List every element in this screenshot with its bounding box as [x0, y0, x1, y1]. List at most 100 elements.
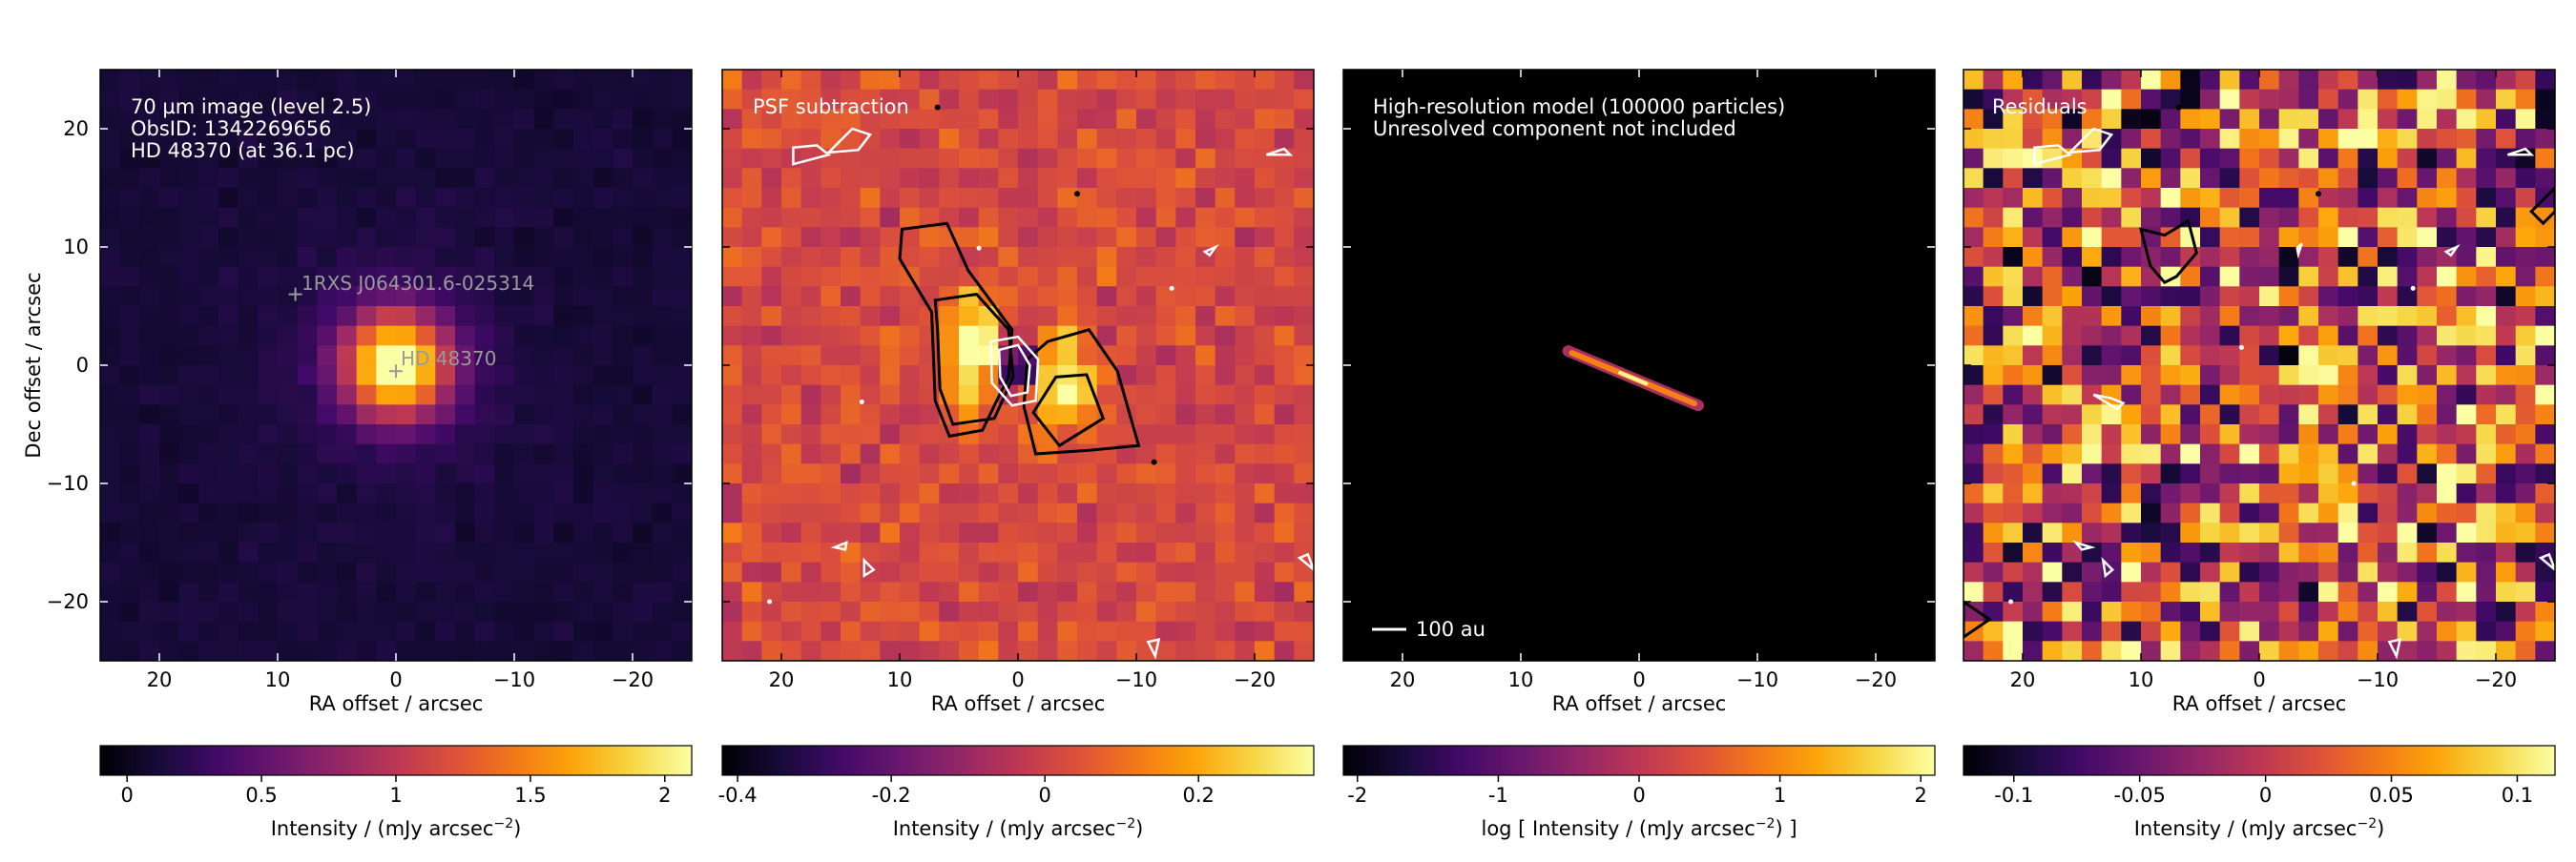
heatmap-cell: [2180, 365, 2201, 386]
heatmap-cell: [2160, 70, 2181, 91]
heatmap-cell: [672, 483, 692, 504]
heatmap-cell: [592, 621, 613, 642]
heatmap-cell: [900, 306, 921, 327]
heatmap-cell: [2180, 582, 2201, 603]
heatmap-cell: [841, 523, 862, 544]
heatmap-cell: [741, 463, 762, 484]
heatmap-cell: [2062, 641, 2083, 661]
heatmap-cell: [2535, 424, 2555, 445]
source-marker-hd48370: HD 48370: [401, 347, 496, 370]
heatmap-cell: [376, 188, 397, 209]
heatmap-cell: [2003, 404, 2024, 425]
heatmap-cell: [781, 306, 802, 327]
heatmap-cell: [741, 148, 762, 169]
heatmap-cell: [297, 463, 318, 484]
heatmap-cell: [1077, 188, 1098, 209]
heatmap-cell: [722, 148, 743, 169]
heatmap-cell: [2042, 325, 2063, 346]
heatmap-cell: [1155, 286, 1176, 307]
heatmap-cell: [2219, 227, 2240, 248]
heatmap-cell: [218, 621, 239, 642]
heatmap-cell: [652, 384, 673, 405]
heatmap-cell: [2160, 483, 2181, 504]
heatmap-cell: [2101, 188, 2122, 209]
heatmap-cell: [2496, 109, 2517, 130]
heatmap-cell: [2180, 286, 2201, 307]
heatmap-cell: [2180, 384, 2201, 405]
heatmap-cell: [800, 188, 821, 209]
heatmap-cell: [2042, 188, 2063, 209]
heatmap-cell: [1983, 345, 2004, 366]
heatmap-cell: [159, 641, 180, 661]
heatmap-cell: [258, 641, 279, 661]
heatmap-cell: [800, 325, 821, 346]
heatmap-cell: [1175, 188, 1196, 209]
heatmap-cell: [218, 227, 239, 248]
heatmap-cell: [722, 523, 743, 544]
heatmap-cell: [860, 582, 881, 603]
heatmap-cell: [633, 188, 654, 209]
heatmap-cell: [2298, 89, 2319, 110]
heatmap-cell: [2476, 188, 2497, 209]
heatmap-cell: [396, 188, 417, 209]
heatmap-cell: [258, 543, 279, 564]
heatmap-cell: [592, 227, 613, 248]
heatmap-cell: [139, 562, 160, 583]
heatmap-cell: [2259, 306, 2280, 327]
heatmap-cell: [741, 365, 762, 386]
heatmap-cell: [2318, 562, 2339, 583]
heatmap-cell: [2062, 70, 2083, 91]
heatmap-cell: [613, 129, 634, 150]
heatmap-cell: [672, 286, 692, 307]
heatmap-cell: [2101, 503, 2122, 523]
heatmap-cell: [1096, 227, 1117, 248]
heatmap-cell: [2101, 89, 2122, 110]
heatmap-cell: [2397, 384, 2418, 405]
heatmap-cell: [781, 602, 802, 623]
heatmap-cell: [415, 207, 436, 228]
heatmap-cell: [2298, 365, 2319, 386]
heatmap-cell: [722, 227, 743, 248]
x-tick-label: −10: [2357, 668, 2399, 691]
heatmap-cell: [474, 523, 495, 544]
heatmap-cell: [2358, 70, 2379, 91]
heatmap-cell: [860, 188, 881, 209]
heatmap-cell: [880, 384, 901, 405]
heatmap-cell: [2496, 207, 2517, 228]
heatmap-cell: [880, 247, 901, 268]
heatmap-cell: [741, 641, 762, 661]
heatmap-cell: [2259, 543, 2280, 564]
heatmap-cell: [2417, 129, 2438, 150]
heatmap-cell: [2180, 523, 2201, 544]
heatmap-cell: [959, 306, 980, 327]
heatmap-cell: [514, 523, 535, 544]
heatmap-cell: [1116, 345, 1137, 366]
heatmap-cell: [2456, 247, 2477, 268]
heatmap-cell: [1155, 247, 1176, 268]
panel-annotation-line-1: 70 µm image (level 2.5): [131, 95, 371, 118]
heatmap-cell: [2023, 109, 2044, 130]
contour-negative: [792, 144, 832, 166]
heatmap-cell: [1195, 404, 1216, 425]
heatmap-cell: [2003, 641, 2024, 661]
heatmap-cell: [978, 543, 999, 564]
heatmap-cell: [2200, 543, 2221, 564]
heatmap-cell: [1983, 365, 2004, 386]
heatmap-cell: [2042, 109, 2063, 130]
heatmap-cell: [900, 424, 921, 445]
heatmap-cell: [1037, 543, 1058, 564]
heatmap-cell: [278, 168, 299, 189]
heatmap-cell: [1215, 641, 1236, 661]
heatmap-cell: [1294, 483, 1314, 504]
heatmap-cell: [494, 286, 515, 307]
heatmap-cell: [2496, 89, 2517, 110]
heatmap-cell: [159, 286, 180, 307]
heatmap-cell: [761, 543, 782, 564]
heatmap-cell: [2180, 463, 2201, 484]
heatmap-cell: [2121, 602, 2142, 623]
heatmap-cell: [1274, 306, 1295, 327]
x-tick-label: −20: [612, 668, 654, 691]
heatmap-cell: [2378, 404, 2399, 425]
heatmap-cell: [2141, 463, 2162, 484]
heatmap-cell: [2378, 207, 2399, 228]
